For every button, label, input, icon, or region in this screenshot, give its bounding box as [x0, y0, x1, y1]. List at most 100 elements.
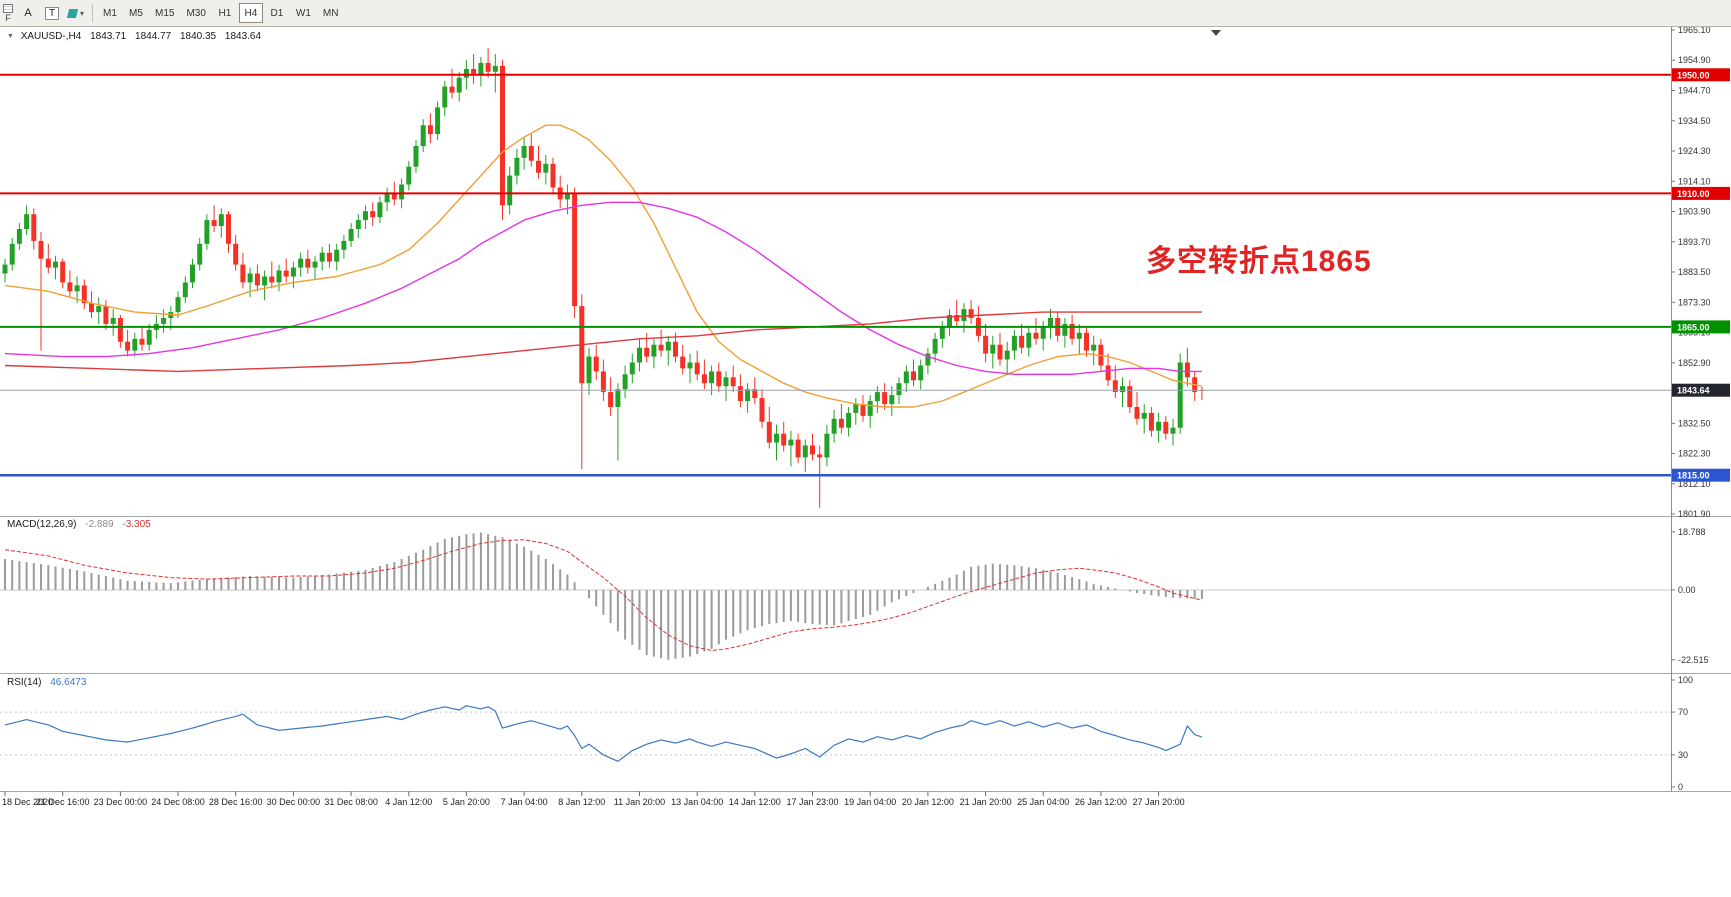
candle-body [1076, 332, 1082, 339]
candle-body [1141, 412, 1147, 419]
timeframe-button-h4[interactable]: H4 [238, 3, 263, 23]
timeframe-button-m5[interactable]: M5 [129, 7, 143, 19]
candle-body [644, 347, 650, 357]
toolbar: F A T ▾ M1 M5 M15 M30 H1 H4 D1 W1 MN [0, 0, 1731, 27]
candle-body [341, 240, 347, 250]
chart-svg[interactable]: 1965.10 1954.90 1944.70 1934.50 1924.30 1914.… [0, 27, 1731, 897]
candle-body [1033, 332, 1039, 339]
candle-body [427, 125, 433, 135]
timeframe-button-m30[interactable]: M30 [186, 7, 206, 19]
candle-body [1091, 344, 1097, 351]
candle-body [175, 297, 181, 313]
timeframe-button-h1[interactable]: H1 [218, 7, 232, 19]
candle-body [701, 374, 707, 384]
toolbar-side-label: F [5, 12, 11, 23]
candle-body [1127, 386, 1133, 407]
axis-label: 1924.30 [1678, 146, 1711, 156]
candle-body [449, 86, 455, 93]
candle-body [903, 371, 909, 384]
time-label: 25 Jan 04:00 [1017, 797, 1069, 807]
candle-body [629, 362, 635, 375]
candle-body [377, 202, 383, 218]
time-label: 27 Jan 20:00 [1133, 797, 1185, 807]
candle-body [658, 344, 664, 351]
candle-body [218, 214, 224, 226]
main-panel[interactable] [0, 30, 1671, 508]
candle-body [1170, 427, 1176, 434]
rsi-panel[interactable] [0, 705, 1671, 762]
candle-body [507, 175, 513, 206]
timeframe-button-w1[interactable]: W1 [295, 7, 311, 19]
candle-body [1048, 318, 1053, 327]
time-label: 4 Jan 12:00 [385, 797, 432, 807]
timeframe-button-m1[interactable]: M1 [103, 7, 117, 19]
axis-label: 1954.90 [1678, 55, 1711, 65]
timeframe-button-m15[interactable]: M15 [155, 7, 175, 19]
axis-label: 30 [1678, 750, 1688, 760]
symbol-timeframe-label: XAUUSD-,H4 [20, 31, 82, 42]
one-click-trading-arrow-icon[interactable]: ▼ [7, 33, 14, 40]
low-value: 1840.35 [179, 31, 217, 42]
candle-body [586, 356, 592, 384]
chart-shift-marker[interactable] [1211, 30, 1221, 36]
timeframe-button-d1[interactable]: D1 [270, 7, 284, 19]
candle-body [608, 392, 614, 407]
candle-body [53, 261, 58, 268]
close-value: 1843.64 [224, 31, 262, 42]
candle-body [1112, 380, 1118, 393]
candle-body [38, 240, 44, 259]
rsi-title: RSI(14) [7, 677, 42, 688]
candle-body [774, 433, 779, 443]
candle-body [81, 285, 87, 304]
candle-body [146, 329, 152, 345]
candle-body [1084, 332, 1089, 351]
candle-body [1120, 386, 1125, 393]
candle-body [665, 341, 671, 351]
candle-body [572, 193, 578, 307]
candle-body [521, 146, 527, 158]
candle-body [326, 252, 332, 262]
chart-annotation-text[interactable]: 多空转折点1865 [1146, 245, 1372, 278]
candle-body [781, 433, 787, 446]
candle-body [132, 338, 138, 351]
axis-label: 1965.10 [1678, 27, 1711, 35]
price-tag-1815.00 [1672, 468, 1730, 482]
candle-body [1019, 335, 1025, 348]
candle-body [197, 243, 203, 265]
timeframe-button-mn[interactable]: MN [322, 7, 339, 19]
axis-label: 1883.50 [1678, 267, 1711, 277]
candle-body [766, 421, 772, 443]
chevron-down-icon: ▾ [79, 8, 84, 18]
candle-body [673, 341, 678, 357]
shapes-tool-button[interactable]: ▾ [65, 3, 87, 24]
time-label: 17 Jan 23:00 [786, 797, 838, 807]
axis-label: -22.515 [1678, 655, 1709, 665]
candle-body [737, 386, 743, 401]
chart-area[interactable]: 1965.10 1954.90 1944.70 1934.50 1924.30 1914.… [0, 27, 1731, 897]
candle-body [593, 356, 599, 372]
candle-body [110, 318, 116, 324]
candle-body [925, 353, 931, 366]
candle-body [276, 270, 282, 283]
text-tool-button[interactable]: T [41, 3, 63, 24]
symbol-info: ▼ XAUUSD-,H4 1843.71 1844.77 1840.35 184… [7, 31, 261, 42]
candle-body [1069, 323, 1075, 339]
window-grid-icon[interactable] [3, 3, 13, 13]
cursor-tool-button[interactable]: A [24, 7, 32, 19]
macd-signal-value: -3.305 [122, 519, 151, 530]
macd-indicator-label: MACD(12,26,9) -2.889 -3.305 [7, 519, 151, 530]
candle-body [730, 377, 736, 387]
candle-body [31, 214, 37, 241]
candle-body [406, 166, 412, 185]
candle-body [831, 418, 837, 434]
candle-body [500, 65, 505, 206]
macd-panel[interactable] [0, 532, 1671, 660]
axis-label: 0.00 [1678, 585, 1696, 595]
axis-label: 1852.90 [1678, 358, 1711, 368]
candle-body [1062, 323, 1068, 336]
candle-body [680, 356, 686, 369]
price-tag-label: 1950.00 [1677, 70, 1710, 80]
time-label: 13 Jan 04:00 [671, 797, 723, 807]
candle-body [240, 264, 246, 283]
